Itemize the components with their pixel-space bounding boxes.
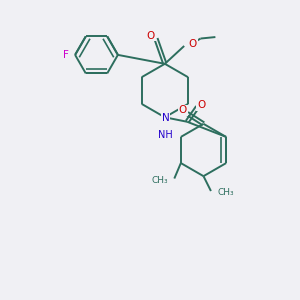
Text: O: O bbox=[178, 106, 187, 116]
Text: O: O bbox=[146, 31, 155, 40]
Text: CH₃: CH₃ bbox=[151, 176, 168, 184]
Text: O: O bbox=[189, 40, 197, 50]
Text: N: N bbox=[162, 113, 169, 123]
Text: CH₃: CH₃ bbox=[218, 188, 234, 197]
Text: O: O bbox=[197, 100, 206, 110]
Text: F: F bbox=[63, 50, 69, 60]
Text: NH: NH bbox=[158, 130, 172, 140]
